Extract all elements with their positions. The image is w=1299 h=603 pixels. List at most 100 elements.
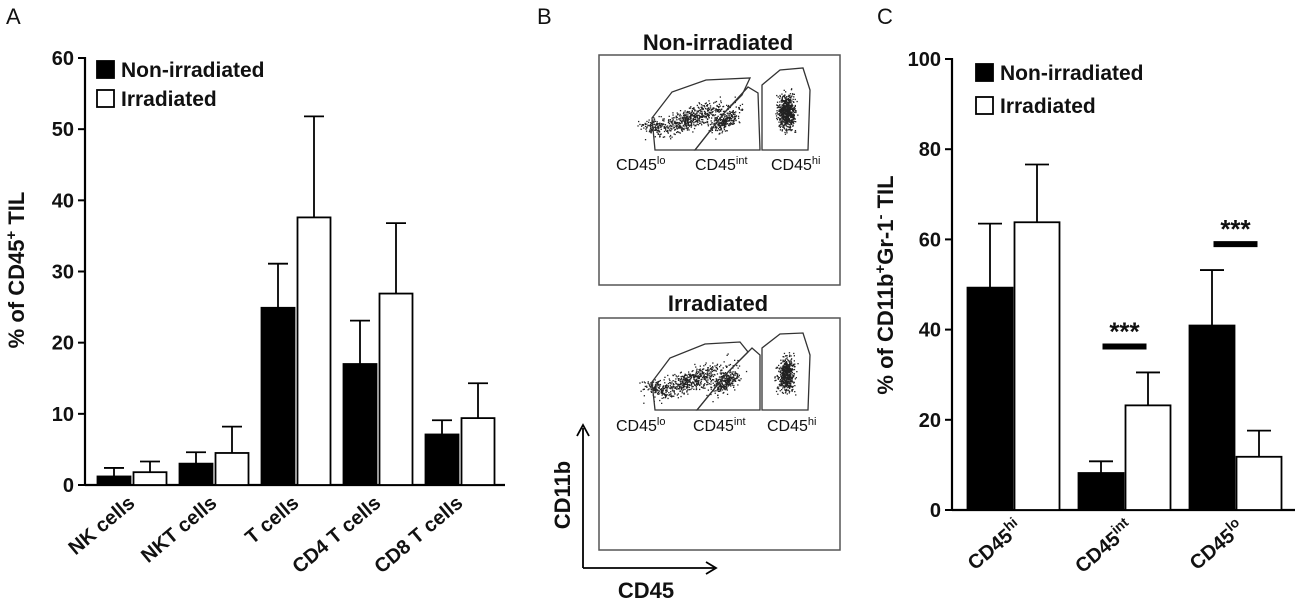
event-dot <box>703 116 706 118</box>
event-dot <box>732 371 734 373</box>
event-dot <box>787 123 790 125</box>
event-dot <box>788 111 790 113</box>
event-dot <box>684 121 686 123</box>
event-dot <box>697 383 699 385</box>
event-dot <box>791 365 794 367</box>
event-dot <box>791 116 793 118</box>
event-dot <box>674 129 676 131</box>
event-dot <box>693 124 695 126</box>
event-dot <box>737 359 739 362</box>
event-dot <box>659 134 661 136</box>
event-dot <box>788 352 791 354</box>
event-dot <box>729 382 731 385</box>
event-dot <box>669 130 671 132</box>
event-dot <box>712 382 714 384</box>
event-dot <box>717 115 719 117</box>
event-dot <box>777 378 779 380</box>
event-dot <box>666 389 668 391</box>
event-dot <box>776 104 779 107</box>
event-dot <box>671 390 674 392</box>
event-dot <box>788 102 790 105</box>
y-tick-label: 0 <box>63 475 74 497</box>
event-dot <box>788 104 790 106</box>
event-dot <box>668 378 670 380</box>
event-dot <box>781 121 783 124</box>
event-dot <box>700 106 703 108</box>
event-dot <box>665 389 667 391</box>
event-dot <box>715 125 717 128</box>
event-dot <box>727 353 729 355</box>
event-dot <box>785 384 787 387</box>
event-dot <box>733 379 735 381</box>
event-dot <box>670 130 672 132</box>
event-dot <box>787 129 789 131</box>
event-dot <box>735 115 738 117</box>
event-dot <box>793 114 795 116</box>
event-dot <box>695 120 697 122</box>
event-dot <box>781 112 783 114</box>
event-dot <box>684 116 686 118</box>
event-dot <box>707 370 709 373</box>
event-dot <box>686 377 688 379</box>
event-dot <box>688 384 691 386</box>
event-dot <box>644 125 647 128</box>
event-dot <box>674 380 676 382</box>
event-dot <box>723 385 726 388</box>
event-dot <box>732 382 734 384</box>
event-dot <box>711 386 713 389</box>
event-dot <box>725 119 727 121</box>
event-dot <box>783 381 786 383</box>
event-dot <box>788 119 790 121</box>
event-dot <box>664 394 666 396</box>
event-dot <box>703 368 705 370</box>
event-dot <box>672 385 674 388</box>
event-dot <box>670 121 673 123</box>
event-dot <box>714 384 716 386</box>
event-dot <box>696 117 698 119</box>
event-dot <box>786 115 788 117</box>
event-dot <box>731 114 733 116</box>
event-dot <box>787 377 789 380</box>
panel-letter-a: A <box>6 4 21 29</box>
event-dot <box>789 111 791 113</box>
event-dot <box>786 385 788 388</box>
event-dot <box>789 368 791 370</box>
event-dot <box>788 376 791 378</box>
event-dot <box>787 118 790 120</box>
event-dot <box>780 121 782 123</box>
event-dot <box>779 113 781 115</box>
event-dot <box>701 118 703 121</box>
event-dot <box>689 374 691 376</box>
event-dot <box>679 113 681 115</box>
event-dot <box>701 116 704 118</box>
event-dot <box>724 122 727 125</box>
event-dot <box>693 127 696 130</box>
gate-label-lo-non-irradiated: CD45lo <box>616 155 665 174</box>
event-dot <box>676 121 679 124</box>
event-dot <box>716 110 718 112</box>
event-dot <box>687 120 689 123</box>
event-dot <box>787 107 789 110</box>
event-dot <box>718 389 720 391</box>
event-dot <box>692 382 695 384</box>
event-dot <box>786 365 788 367</box>
event-dot <box>734 389 736 391</box>
event-dot <box>673 117 675 119</box>
event-dot <box>681 375 683 377</box>
legend-label: Non-irradiated <box>1000 62 1144 85</box>
event-dot <box>789 368 791 371</box>
event-dot <box>780 115 782 117</box>
event-dot <box>785 119 787 121</box>
event-dot <box>699 120 701 123</box>
event-dot <box>654 128 657 130</box>
event-dot <box>654 123 656 126</box>
event-dot <box>706 120 708 123</box>
event-dot <box>707 125 709 127</box>
event-dot <box>784 123 786 125</box>
event-dot <box>783 108 785 110</box>
event-dot <box>775 390 778 393</box>
event-dot <box>780 123 782 125</box>
event-dot <box>677 397 679 399</box>
event-dot <box>685 125 687 127</box>
event-dot <box>667 119 670 122</box>
